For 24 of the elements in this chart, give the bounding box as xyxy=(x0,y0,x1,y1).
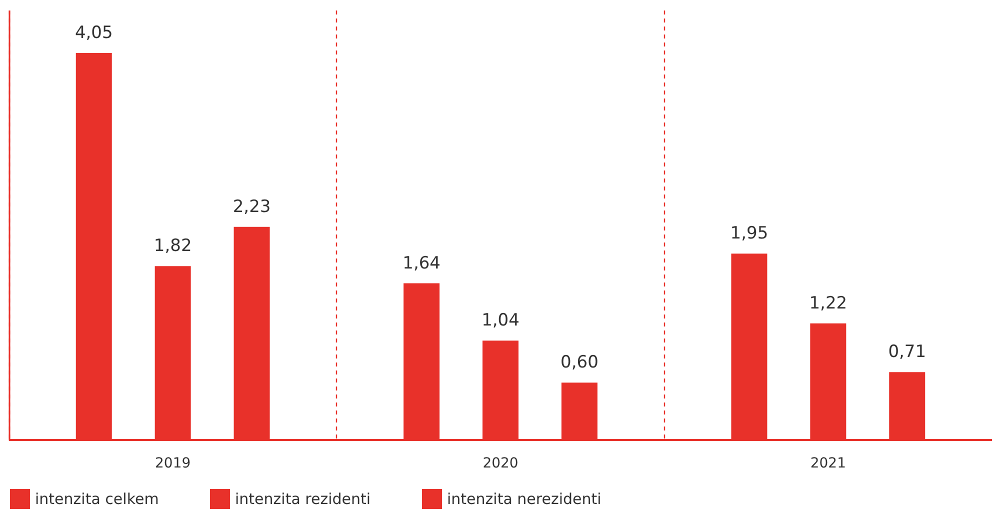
bar xyxy=(810,323,846,440)
bar xyxy=(482,340,518,440)
data-label: 1,04 xyxy=(482,310,520,331)
bar xyxy=(404,283,440,440)
data-label: 2,23 xyxy=(232,196,271,217)
data-label: 1,95 xyxy=(730,224,768,244)
legend-label: intenzita rezidenti xyxy=(235,490,371,508)
data-label: 1,22 xyxy=(809,293,848,314)
legend-label: intenzita celkem xyxy=(35,490,159,508)
bar xyxy=(154,266,191,440)
x-tick-label: 2019 xyxy=(155,456,191,472)
bar xyxy=(76,53,112,440)
bar xyxy=(889,372,926,440)
data-label: 0,60 xyxy=(560,352,598,373)
x-tick-label: 2021 xyxy=(810,456,846,472)
data-label: 4,05 xyxy=(74,23,113,43)
bar xyxy=(561,382,598,440)
legend-label: intenzita nerezidenti xyxy=(447,490,602,508)
data-label: 0,71 xyxy=(888,342,926,362)
bar xyxy=(731,254,768,440)
bar xyxy=(234,226,270,440)
x-tick-label: 2020 xyxy=(482,456,518,472)
data-label: 1,82 xyxy=(154,236,192,256)
data-label: 1,64 xyxy=(402,253,440,274)
